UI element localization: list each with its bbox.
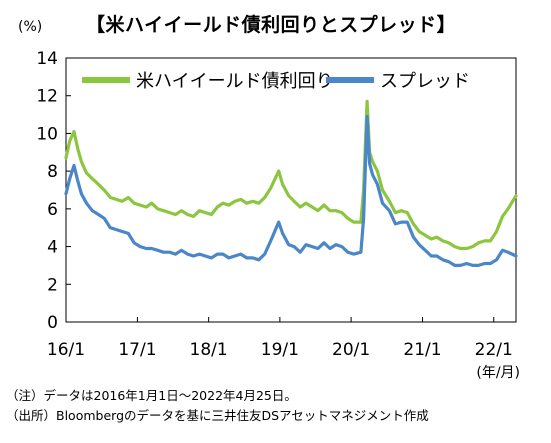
footnote-source: （出所）Bloombergのデータを基に三井住友DSアセットマネジメント作成 [6, 408, 429, 423]
legend-label: 米ハイイールド債利回り [136, 71, 334, 92]
x-tick-label: 19/1 [261, 340, 299, 360]
y-tick-label: 10 [36, 124, 58, 144]
y-tick-label: 4 [47, 238, 58, 258]
line-chart: 0 2 4 6 8 10 12 14 16/1 17/1 18/1 19/1 20/1 21/1 22/1… [36, 49, 520, 380]
footnote-note: （注）データは2016年1月1日～2022年4月25日。 [6, 388, 297, 403]
y-tick-label: 14 [36, 49, 58, 69]
series-group [64, 99, 518, 267]
x-axis-unit-label: (年/月) [476, 365, 520, 380]
series-line-0 [64, 99, 518, 251]
x-tick-label: 20/1 [332, 340, 370, 360]
x-tick-label: 16/1 [47, 340, 85, 360]
x-tick-label: 17/1 [118, 340, 156, 360]
x-axis: 16/1 17/1 18/1 19/1 20/1 21/1 22/1 [47, 317, 513, 360]
legend: 米ハイイールド債利回り スプレッド [82, 71, 470, 92]
y-tick-label: 12 [36, 87, 58, 107]
y-tick-label: 8 [47, 162, 58, 182]
series-line-1 [64, 114, 518, 267]
y-tick-label: 6 [47, 200, 58, 220]
y-axis-unit-label: (%) [18, 19, 43, 35]
x-tick-label: 18/1 [190, 340, 228, 360]
x-tick-label: 22/1 [475, 340, 513, 360]
y-tick-label: 2 [47, 275, 58, 295]
y-tick-label: 0 [47, 313, 58, 333]
chart-title: 【米ハイイールド債利回りとスプレッド】 [86, 14, 457, 36]
plot-frame [65, 57, 517, 323]
x-tick-label: 21/1 [403, 340, 441, 360]
legend-label: スプレッド [380, 71, 470, 92]
y-axis: 0 2 4 6 8 10 12 14 [36, 49, 71, 333]
